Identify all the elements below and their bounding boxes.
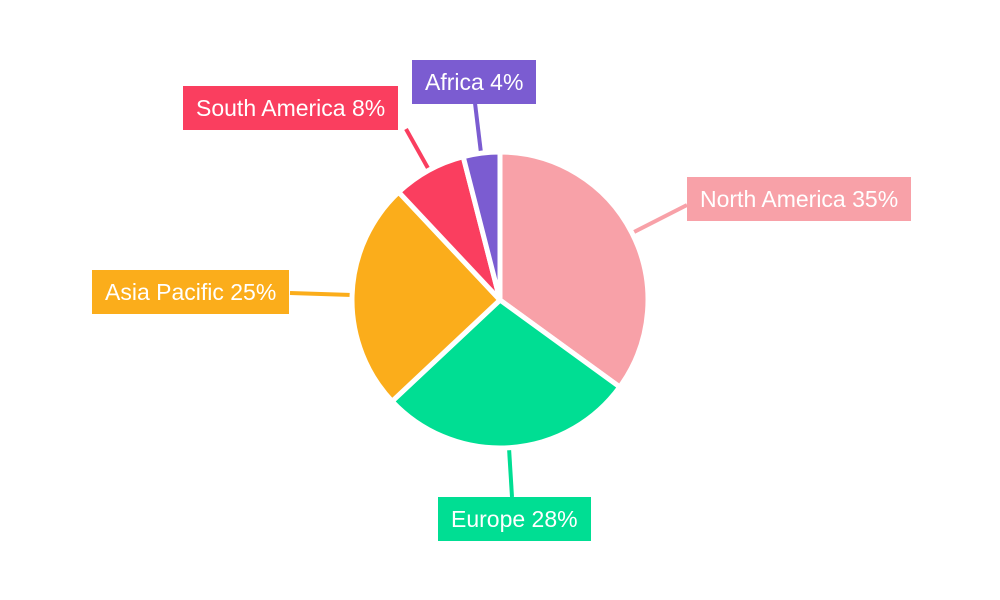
leader-line-asia-pacific: [289, 291, 353, 297]
leader-line-africa: [473, 102, 483, 154]
leader-line-south-america: [404, 128, 431, 171]
slice-label-africa: Africa 4%: [412, 60, 537, 104]
leader-line-europe: [507, 447, 514, 498]
pie-slice-europe[interactable]: [389, 297, 623, 451]
pie-slice-asia-pacific[interactable]: [349, 189, 503, 404]
leader-line-north-america: [631, 203, 688, 235]
pie-slice-africa[interactable]: [460, 149, 503, 303]
slice-label-asia-pacific: Asia Pacific 25%: [92, 270, 290, 314]
slice-label-europe: Europe 28%: [438, 497, 591, 541]
slice-label-south-america: South America 8%: [183, 86, 399, 130]
pie-slice-north-america[interactable]: [497, 149, 651, 390]
slice-label-north-america: North America 35%: [687, 177, 912, 221]
